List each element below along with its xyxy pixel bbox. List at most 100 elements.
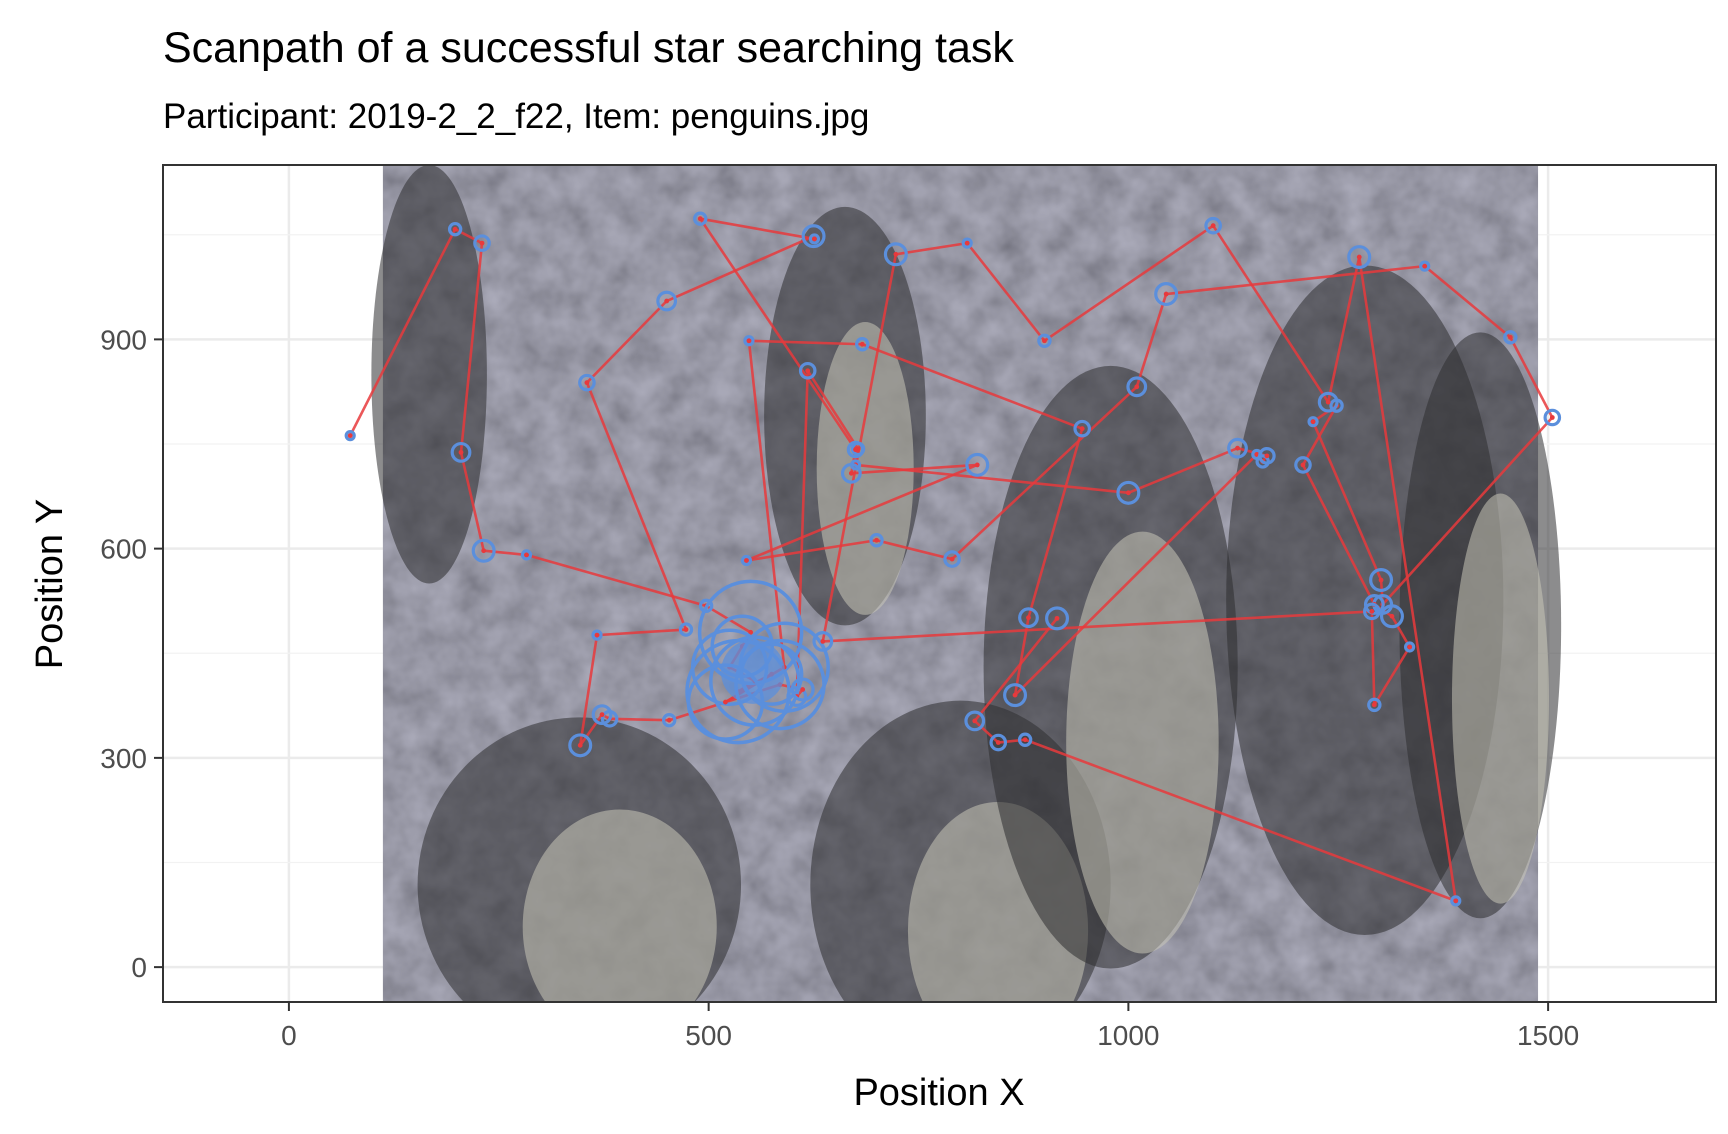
fixation-point bbox=[855, 337, 870, 352]
scanpath-segment bbox=[585, 300, 668, 384]
scanpath-segment bbox=[822, 610, 1372, 643]
fixation-center bbox=[479, 240, 485, 246]
scanpath-segment bbox=[966, 242, 1046, 342]
fixation-point bbox=[1003, 683, 1028, 708]
y-tick-label: 300 bbox=[100, 743, 147, 774]
fixation-center bbox=[577, 742, 583, 748]
fixation-center bbox=[1264, 453, 1270, 459]
fixation-point bbox=[661, 713, 677, 728]
fixation-point bbox=[656, 290, 678, 312]
fixation-point bbox=[1347, 245, 1372, 270]
penguin-body bbox=[371, 165, 487, 584]
scanpath-segment bbox=[1166, 264, 1425, 296]
scanpath-segment bbox=[1127, 446, 1239, 495]
scanpath-segment bbox=[1311, 421, 1383, 581]
fixation-center bbox=[805, 368, 811, 374]
fixation-center bbox=[746, 338, 752, 344]
fixation-center bbox=[1235, 445, 1240, 451]
fixation-center bbox=[1549, 415, 1555, 420]
scanpath-segment bbox=[1135, 293, 1168, 388]
fixation-point bbox=[965, 452, 990, 477]
fixation-center bbox=[748, 629, 754, 635]
fixation-center bbox=[1054, 615, 1060, 621]
scanpath-segment bbox=[851, 463, 978, 475]
scanpath-segment bbox=[1043, 224, 1214, 342]
fixation-point bbox=[1018, 607, 1039, 629]
fixation-center bbox=[664, 298, 670, 304]
fixation-point bbox=[1227, 437, 1248, 459]
fixation-point bbox=[591, 704, 613, 726]
scanpath-segment bbox=[1301, 464, 1376, 606]
fixation-point bbox=[693, 211, 708, 226]
scanpath-segment bbox=[585, 382, 688, 631]
scanpath-segment bbox=[861, 343, 1083, 430]
fixation-point bbox=[1307, 416, 1319, 428]
fixation-point bbox=[1294, 456, 1312, 474]
fixation-center bbox=[1026, 615, 1031, 621]
chart-subtitle: Participant: 2019-2_2_f22, Item: penguin… bbox=[163, 97, 869, 136]
scanpath-segment bbox=[579, 713, 604, 747]
fixation-point bbox=[1045, 606, 1070, 631]
fixation-point bbox=[989, 733, 1008, 752]
fixation-point bbox=[790, 677, 815, 702]
fixation-center bbox=[1310, 419, 1316, 425]
fixation-center bbox=[812, 236, 817, 242]
fixation-point bbox=[1367, 697, 1382, 713]
fixation-point bbox=[943, 550, 961, 568]
fixation-point bbox=[1503, 330, 1518, 345]
scanpath-segment bbox=[795, 370, 810, 697]
scanpath-segment bbox=[747, 340, 786, 668]
fixation-center bbox=[1254, 452, 1260, 457]
fixation-point bbox=[1543, 408, 1562, 427]
fixation-point bbox=[883, 242, 908, 267]
fixation-center bbox=[1210, 223, 1216, 229]
fixation-point bbox=[1403, 641, 1416, 653]
scanpath-segment bbox=[578, 634, 599, 746]
scanpath-segment bbox=[483, 549, 527, 557]
fixation-point bbox=[961, 237, 973, 249]
penguin-shapes bbox=[371, 165, 1562, 1002]
scanpath-segment bbox=[1509, 336, 1554, 419]
scanpath-segment bbox=[745, 463, 978, 562]
fixation-center bbox=[697, 216, 703, 222]
fixation-center bbox=[481, 548, 487, 554]
fixation-center bbox=[1453, 898, 1459, 904]
fixation-center bbox=[599, 712, 605, 718]
scanpath-segment bbox=[895, 241, 968, 256]
fixation-point bbox=[1317, 391, 1339, 413]
fixation-point bbox=[1116, 480, 1141, 505]
scanpath-segment bbox=[609, 717, 670, 722]
x-tick-label: 500 bbox=[685, 1020, 732, 1051]
scanpath-segment bbox=[596, 628, 687, 637]
scanpath-segment bbox=[700, 217, 815, 241]
fixation-point bbox=[1450, 895, 1462, 907]
scanpath-segment bbox=[1326, 256, 1361, 403]
fixation-point bbox=[740, 554, 753, 567]
fixation-point bbox=[1363, 594, 1385, 615]
fixation-point bbox=[1037, 333, 1052, 348]
fixation-point bbox=[568, 733, 593, 758]
fixation-point bbox=[698, 598, 714, 614]
fixation-center bbox=[800, 687, 806, 692]
fixation-point bbox=[840, 462, 862, 484]
fixation-point bbox=[846, 440, 865, 459]
y-tick-label: 900 bbox=[100, 324, 147, 355]
fixation-center bbox=[874, 537, 879, 543]
fixation-point bbox=[473, 234, 491, 252]
fixation-center bbox=[974, 462, 980, 468]
x-axis: 0 500 1000 1500 bbox=[281, 1002, 1579, 1051]
fixation-center bbox=[964, 240, 970, 246]
fixation-point bbox=[1204, 216, 1222, 235]
fixation-center bbox=[1022, 737, 1028, 743]
fixation-center bbox=[1079, 426, 1085, 432]
scanpath-segment bbox=[1381, 416, 1554, 606]
fixation-center bbox=[1012, 692, 1018, 698]
scanpath-segment bbox=[1357, 256, 1458, 902]
fixation-center bbox=[584, 380, 590, 386]
fixation-center bbox=[995, 740, 1001, 745]
fixation-point bbox=[344, 430, 356, 442]
scanpath-segment bbox=[459, 242, 484, 453]
scanpath-segment bbox=[1024, 738, 1457, 903]
scanpath-segment bbox=[748, 339, 863, 346]
